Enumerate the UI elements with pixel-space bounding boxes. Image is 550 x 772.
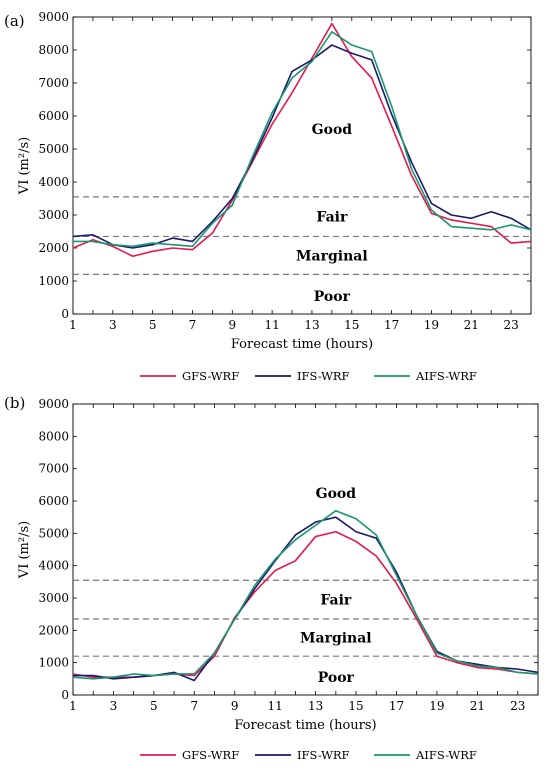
zone-label-good: Good	[316, 486, 357, 502]
x-tick-label: 15	[344, 318, 359, 332]
legend-label-gfs-wrf: GFS-WRF	[182, 748, 239, 762]
y-tick-label: 9000	[38, 10, 69, 24]
series-line-gfs-wrf	[72, 530, 539, 679]
series-line-ifs-wrf	[72, 44, 532, 249]
y-tick-label: 9000	[38, 397, 69, 411]
panel-label: (b)	[4, 394, 25, 412]
legend-label-ifs-wrf: IFS-WRF	[297, 748, 350, 762]
x-tick-label: 9	[231, 699, 239, 713]
y-tick-label: 7000	[38, 76, 69, 90]
x-tick-label: 17	[384, 318, 399, 332]
zone-label-marginal: Marginal	[300, 630, 372, 646]
x-axis-label: Forecast time (hours)	[231, 337, 373, 352]
x-tick-label: 21	[470, 699, 485, 713]
y-tick-label: 5000	[38, 142, 69, 156]
legend-label-gfs-wrf: GFS-WRF	[182, 369, 239, 383]
plot-frame	[72, 16, 532, 315]
zone-label-poor: Poor	[314, 289, 351, 305]
x-axis-label: Forecast time (hours)	[234, 718, 376, 733]
x-tick-label: 9	[228, 318, 236, 332]
legend-label-aifs-wrf: AIFS-WRF	[415, 748, 477, 762]
x-tick-label: 7	[190, 699, 198, 713]
zone-label-good: Good	[312, 122, 353, 138]
y-tick-label: 7000	[38, 462, 69, 476]
y-tick-label: 4000	[38, 175, 69, 189]
x-tick-label: 3	[109, 318, 117, 332]
y-tick-label: 0	[61, 688, 69, 702]
series-line-aifs-wrf	[73, 31, 532, 248]
x-tick-label: 11	[264, 318, 279, 332]
y-tick-label: 0	[61, 307, 69, 321]
legend-label-ifs-wrf: IFS-WRF	[297, 369, 350, 383]
x-tick-label: 23	[503, 318, 518, 332]
plot-frame	[72, 403, 539, 696]
series-line-gfs-wrf	[72, 22, 532, 258]
x-tick-label: 23	[510, 699, 525, 713]
x-tick-label: 19	[424, 318, 439, 332]
y-tick-label: 2000	[38, 623, 69, 637]
y-tick-label: 6000	[38, 494, 69, 508]
x-tick-label: 15	[348, 699, 363, 713]
y-tick-label: 6000	[38, 109, 69, 123]
y-tick-label: 1000	[38, 656, 69, 670]
x-tick-label: 21	[464, 318, 479, 332]
x-tick-label: 1	[69, 699, 77, 713]
zone-label-poor: Poor	[318, 670, 355, 686]
y-tick-label: 2000	[38, 241, 69, 255]
y-axis-label: VI (m²/s)	[17, 521, 32, 579]
zone-label-marginal: Marginal	[296, 248, 368, 264]
x-tick-label: 7	[189, 318, 197, 332]
y-tick-label: 5000	[38, 526, 69, 540]
x-tick-label: 5	[149, 318, 157, 332]
y-tick-label: 1000	[38, 274, 69, 288]
x-tick-label: 1	[69, 318, 77, 332]
y-tick-label: 3000	[38, 208, 69, 222]
x-tick-label: 13	[308, 699, 323, 713]
x-tick-label: 3	[110, 699, 118, 713]
y-tick-label: 3000	[38, 591, 69, 605]
x-tick-label: 11	[268, 699, 283, 713]
chart-panel-a: (a) 0 1000 2000 3000 4000 5000 6000 7000 8000 9000…	[4, 10, 532, 383]
x-tick-label: 5	[150, 699, 158, 713]
y-tick-label: 8000	[38, 429, 69, 443]
legend: GFS-WRF IFS-WRF AIFS-WRF	[140, 748, 477, 762]
x-tick-label: 19	[429, 699, 444, 713]
panel-label: (a)	[4, 12, 25, 30]
y-axis-label: VI (m²/s)	[17, 137, 32, 195]
legend: GFS-WRF IFS-WRF AIFS-WRF	[140, 369, 477, 383]
zone-label-fair: Fair	[320, 593, 352, 609]
y-tick-label: 8000	[38, 43, 69, 57]
chart-panel-b: (b) 0 1000 2000 3000 4000 5000 6000 7000 8000 9000…	[4, 394, 539, 762]
y-tick-label: 4000	[38, 559, 69, 573]
x-tick-label: 13	[304, 318, 319, 332]
series-line-aifs-wrf	[72, 509, 539, 680]
legend-label-aifs-wrf: AIFS-WRF	[415, 369, 477, 383]
zone-label-fair: Fair	[316, 210, 348, 226]
x-tick-label: 17	[389, 699, 404, 713]
